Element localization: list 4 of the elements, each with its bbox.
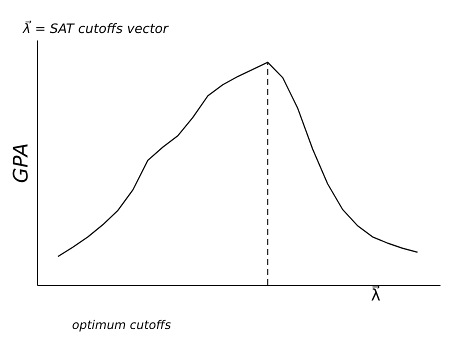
x-axis-title: λ⃗ (371, 284, 380, 304)
chart-title: λ⃗ = SAT cutoffs vector (22, 20, 170, 37)
y-axis-title: GPA (8, 142, 32, 184)
text: optimum cutoffs (72, 318, 171, 332)
